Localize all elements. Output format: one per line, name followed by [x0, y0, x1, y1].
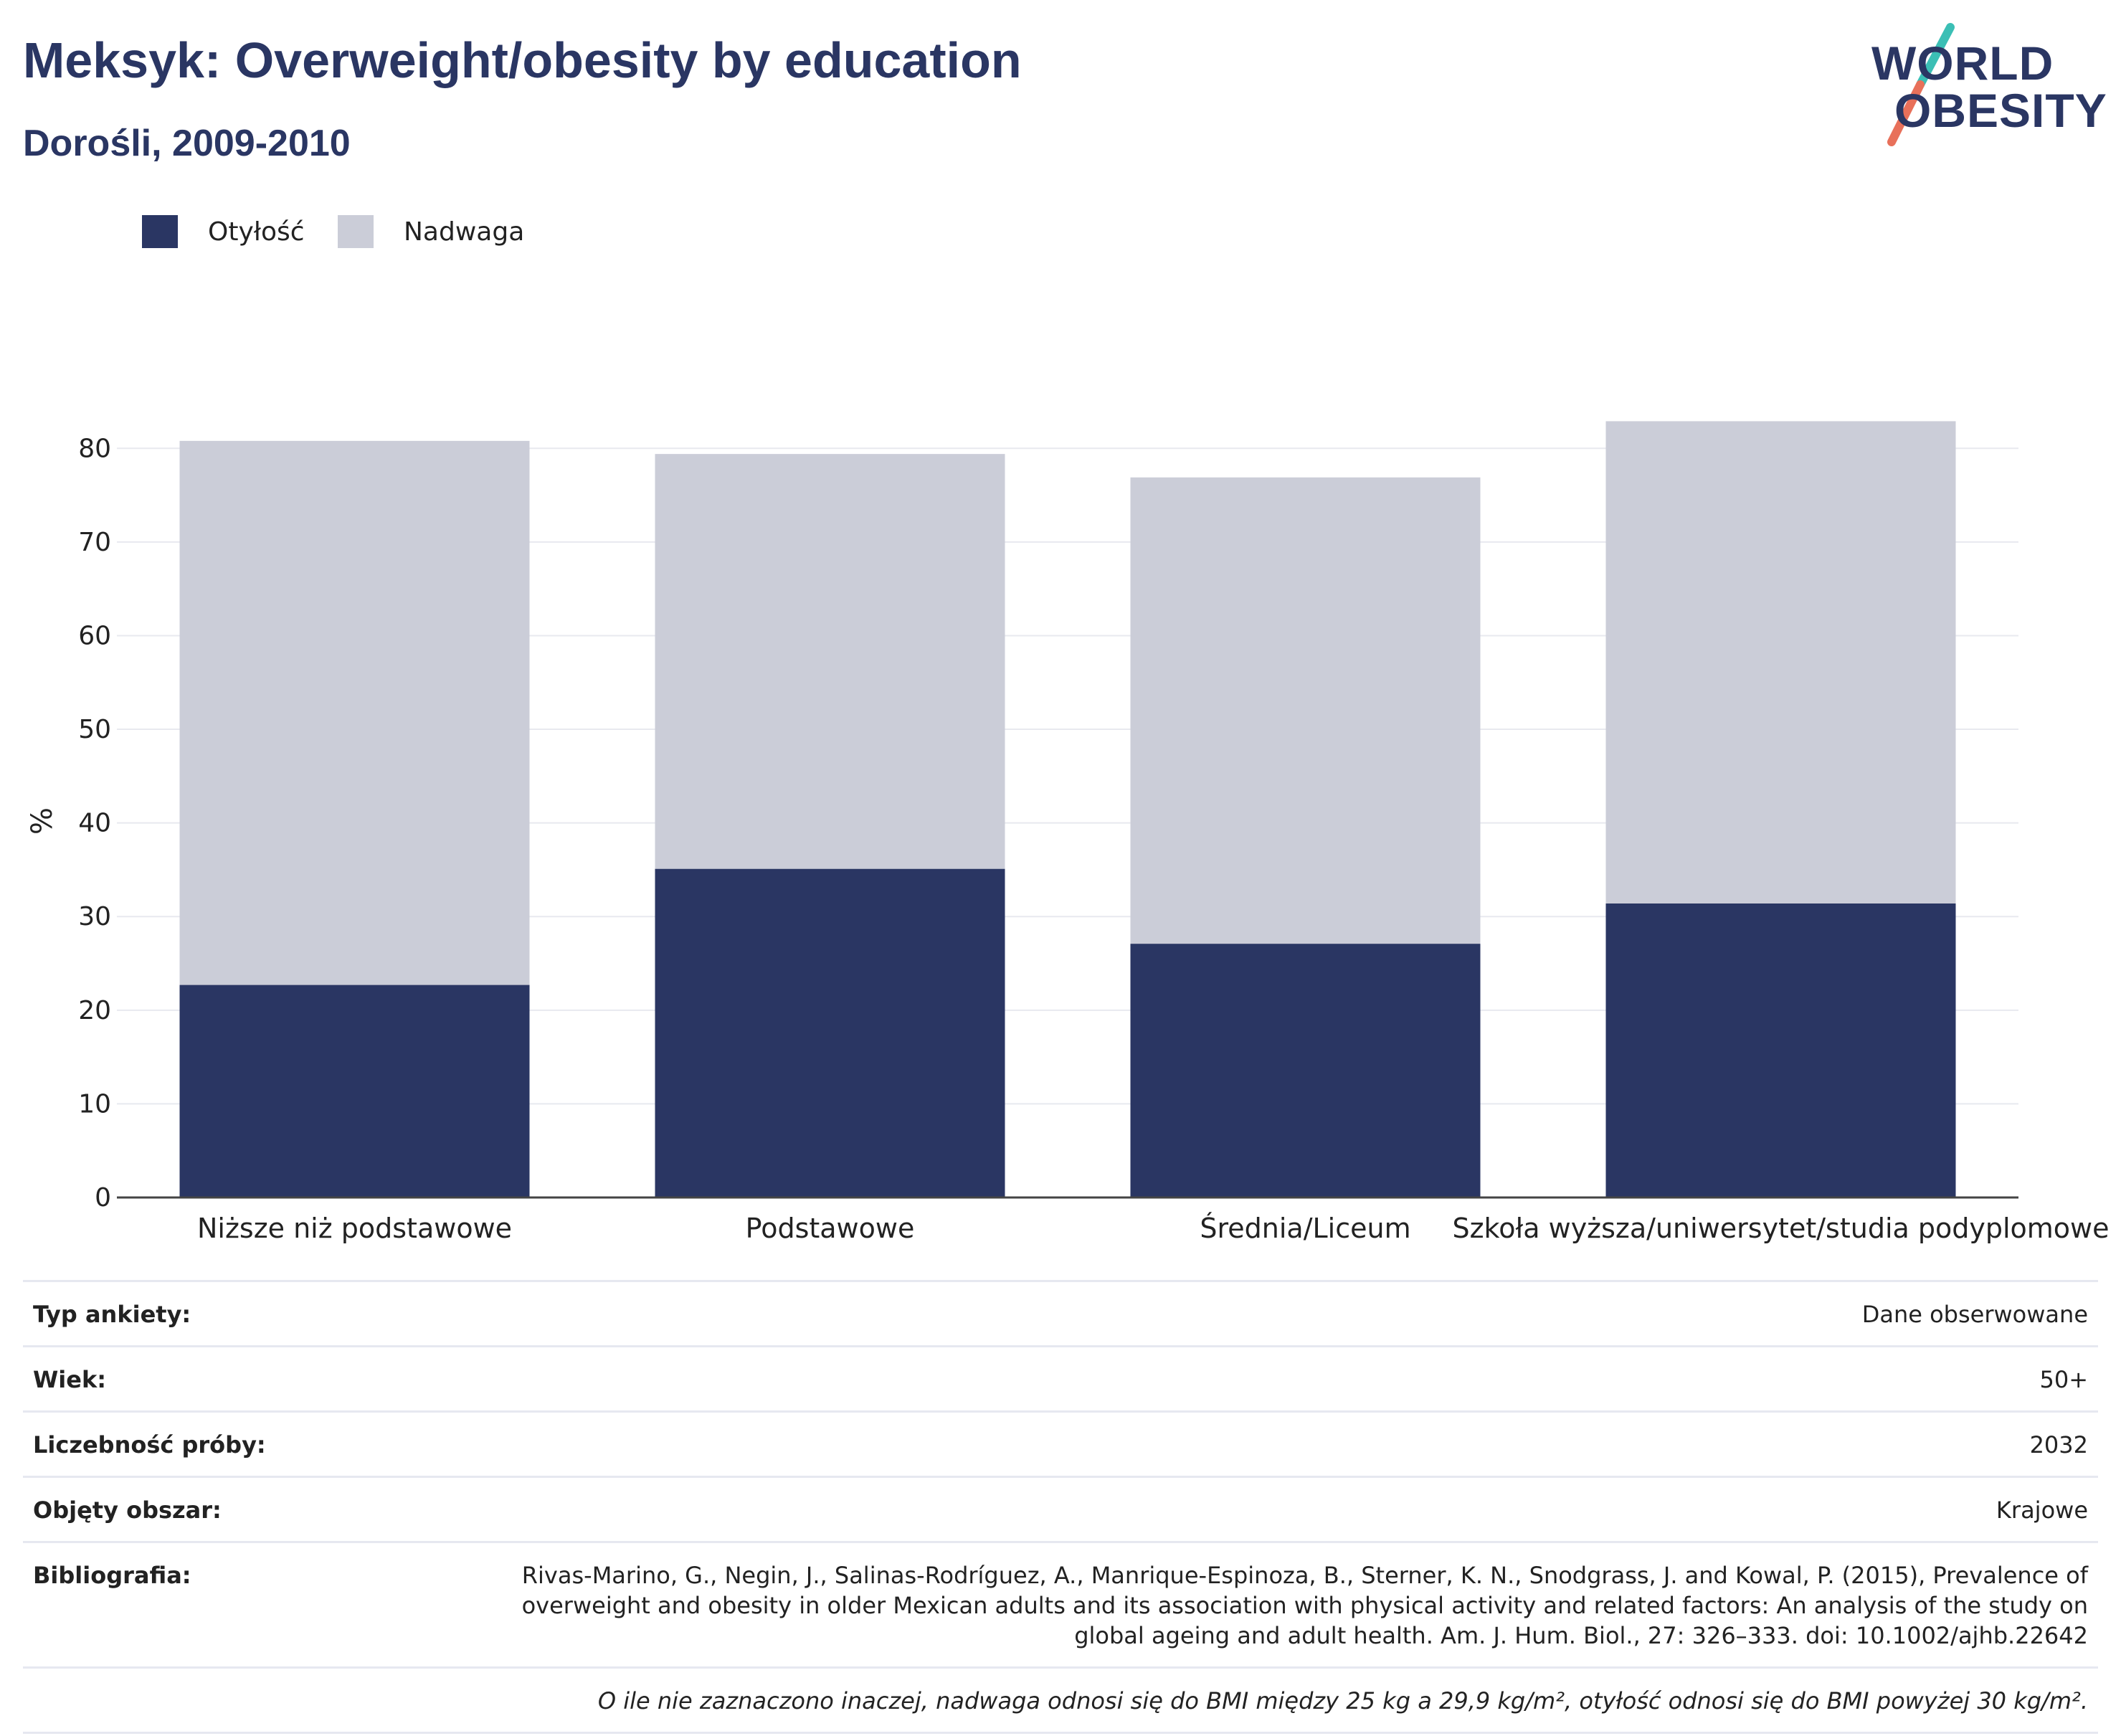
bar-segment — [1130, 477, 1481, 944]
bibliography-text: Rivas-Marino, G., Negin, J., Salinas-Rod… — [521, 1562, 2088, 1649]
world-obesity-logo: WORLD OBESITY — [1871, 22, 2108, 151]
info-value: Dane obserwowane — [1861, 1301, 2088, 1328]
info-key: Typ ankiety: — [33, 1301, 191, 1328]
info-key: Liczebność próby: — [33, 1431, 266, 1458]
info-value: Krajowe — [1996, 1497, 2088, 1524]
x-category-label: Średnia/Liceum — [1200, 1213, 1410, 1244]
y-tick-label: 60 — [78, 621, 111, 650]
info-table: Typ ankiety: Dane obserwowane Wiek: 50+ … — [23, 1280, 2098, 1734]
info-row-sample-size: Liczebność próby: 2032 — [23, 1410, 2098, 1476]
logo-text-world: WORLD — [1871, 37, 2054, 90]
y-tick-label: 0 — [95, 1183, 111, 1213]
bar-segment — [655, 868, 1005, 1197]
chart-subtitle: Dorośli, 2009-2010 — [23, 123, 351, 164]
bar-segment — [179, 440, 530, 985]
y-tick-label: 10 — [78, 1089, 111, 1119]
y-tick-label: 50 — [78, 715, 111, 744]
y-tick-label: 70 — [78, 528, 111, 557]
info-row-age: Wiek: 50+ — [23, 1345, 2098, 1410]
info-value: 50+ — [2039, 1366, 2088, 1393]
info-row-area: Objęty obszar: Krajowe — [23, 1476, 2098, 1541]
chart-title: Meksyk: Overweight/obesity by education — [23, 32, 1022, 88]
x-category-label: Podstawowe — [746, 1213, 915, 1244]
logo-text-obesity: OBESITY — [1894, 84, 2107, 137]
info-row-bibliography: Bibliografia: Rivas-Marino, G., Negin, J… — [23, 1541, 2098, 1666]
bar-segment — [179, 985, 530, 1197]
y-tick-label: 40 — [78, 809, 111, 838]
info-row-survey-type: Typ ankiety: Dane obserwowane — [23, 1280, 2098, 1345]
bar-segment — [1130, 944, 1481, 1197]
legend-label-otylosc: Otyłość — [208, 217, 305, 247]
y-axis-title: % — [26, 807, 59, 835]
legend-swatch-nadwaga — [338, 215, 374, 248]
bar-segment — [655, 454, 1005, 869]
info-value: 2032 — [2029, 1431, 2088, 1458]
info-key: Bibliografia: — [33, 1562, 191, 1589]
bar-segment — [1605, 903, 1956, 1197]
info-key: Objęty obszar: — [33, 1497, 222, 1524]
info-key: Wiek: — [33, 1366, 107, 1393]
y-tick-label: 20 — [78, 996, 111, 1025]
logo-slash-icon — [1887, 23, 1955, 146]
definition-note: O ile nie zaznaczono inaczej, nadwaga od… — [597, 1687, 2088, 1714]
info-row-note: O ile nie zaznaczono inaczej, nadwaga od… — [23, 1666, 2098, 1734]
legend-label-nadwaga: Nadwaga — [404, 217, 525, 247]
x-category-label: Niższe niż podstawowe — [197, 1213, 512, 1244]
x-category-label: Szkoła wyższa/uniwersytet/studia podyplo… — [1452, 1213, 2109, 1244]
stacked-bar-chart: 0 10 20 30 40 50 60 70 80% Niższe niż podstawowe P… — [26, 421, 2110, 1244]
y-tick-label: 30 — [78, 902, 111, 931]
y-tick-label: 80 — [78, 434, 111, 463]
legend-swatch-otylosc — [142, 215, 178, 248]
bar-segment — [1605, 421, 1956, 903]
